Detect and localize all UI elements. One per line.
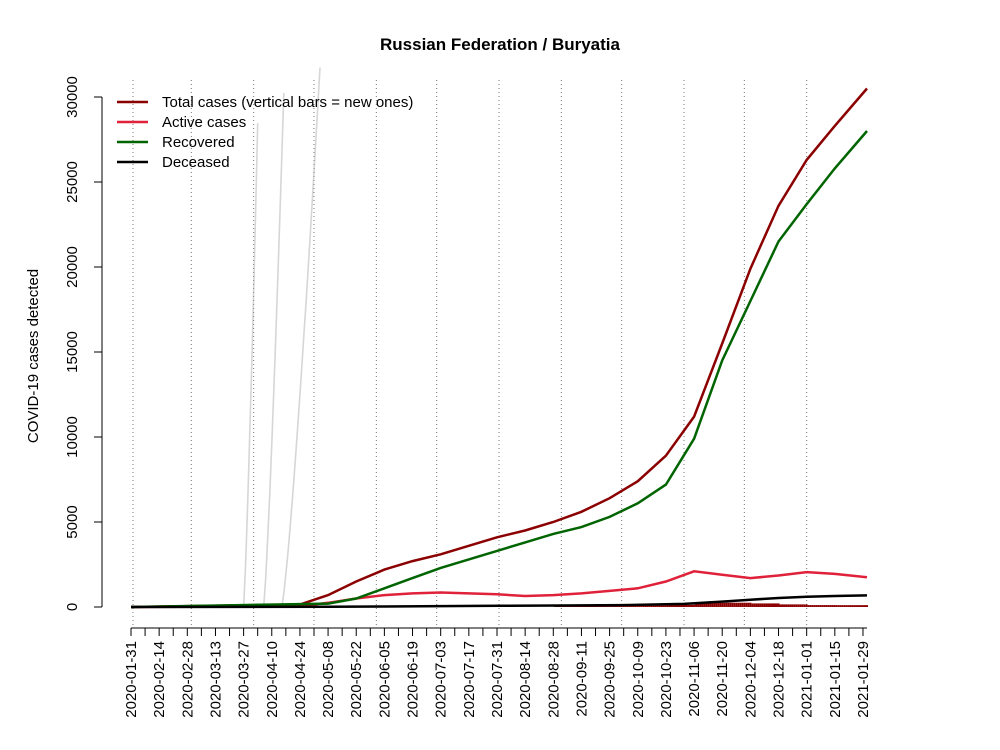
series-line: [130, 570, 868, 609]
x-tick-label: 2020-04-24: [292, 641, 309, 718]
x-tick-label: 2020-10-09: [630, 641, 647, 718]
x-tick-label: 2020-04-10: [264, 641, 281, 718]
legend-label: Deceased: [162, 154, 230, 171]
x-tick-label: 2020-02-28: [179, 641, 196, 718]
x-tick-label: 2020-12-18: [771, 641, 788, 718]
chart-title: Russian Federation / Buryatia: [380, 35, 620, 54]
background-region-line: [242, 123, 259, 608]
y-tick-label: 30000: [64, 76, 81, 118]
y-axis-label: COVID-19 cases detected: [25, 269, 42, 443]
x-tick-label: 2020-12-04: [742, 641, 759, 718]
x-tick-label: 2020-08-28: [545, 641, 562, 718]
x-tick-label: 2020-06-05: [376, 641, 393, 718]
background-region-line: [281, 67, 321, 608]
plot-area: [130, 67, 868, 627]
x-tick-label: 2020-11-06: [686, 641, 703, 717]
y-axis: 0 5000 10000 15000 20000 25000 30000: [64, 76, 103, 611]
legend-label: Total cases (vertical bars = new ones): [162, 94, 413, 111]
series-line: [130, 87, 868, 609]
background-region-line: [262, 93, 285, 608]
x-tick-label: 2020-01-31: [123, 641, 140, 718]
y-tick-label: 20000: [64, 246, 81, 288]
x-tick-label: 2021-01-29: [855, 641, 872, 718]
x-tick-label: 2020-05-22: [348, 641, 365, 718]
legend-label: Active cases: [162, 114, 246, 131]
x-tick-label: 2020-03-13: [207, 641, 224, 718]
series-line: [130, 130, 868, 609]
series-lines: [130, 87, 868, 609]
legend-label: Recovered: [162, 134, 235, 151]
x-tick-label: 2020-08-14: [517, 641, 534, 718]
y-tick-label: 0: [64, 603, 81, 611]
x-tick-label: 2020-05-08: [320, 641, 337, 718]
x-tick-label: 2020-07-17: [461, 641, 478, 718]
x-tick-label: 2020-03-27: [236, 641, 253, 718]
y-tick-label: 25000: [64, 161, 81, 203]
x-tick-label: 2021-01-01: [799, 641, 816, 718]
legend: Total cases (vertical bars = new ones) Ac…: [117, 94, 413, 171]
y-tick-label: 15000: [64, 331, 81, 373]
x-tick-label: 2020-06-19: [405, 641, 422, 718]
x-tick-label: 2020-10-23: [658, 641, 675, 718]
x-axis: 2020-01-31 2020-02-14 2020-02-28 2020-03-13…: [123, 627, 872, 718]
x-tick-label: 2020-09-25: [602, 641, 619, 718]
x-tick-label: 2020-07-03: [433, 641, 450, 718]
series-line: [130, 594, 868, 609]
x-tick-label: 2020-07-31: [489, 641, 506, 718]
x-tick-label: 2020-11-20: [714, 641, 731, 717]
y-tick-label: 5000: [64, 505, 81, 538]
x-tick-label: 2021-01-15: [827, 641, 844, 718]
background-lines: [242, 67, 321, 608]
x-tick-label: 2020-02-14: [151, 641, 168, 718]
x-tick-label: 2020-09-11: [573, 641, 590, 717]
y-tick-label: 10000: [64, 416, 81, 458]
